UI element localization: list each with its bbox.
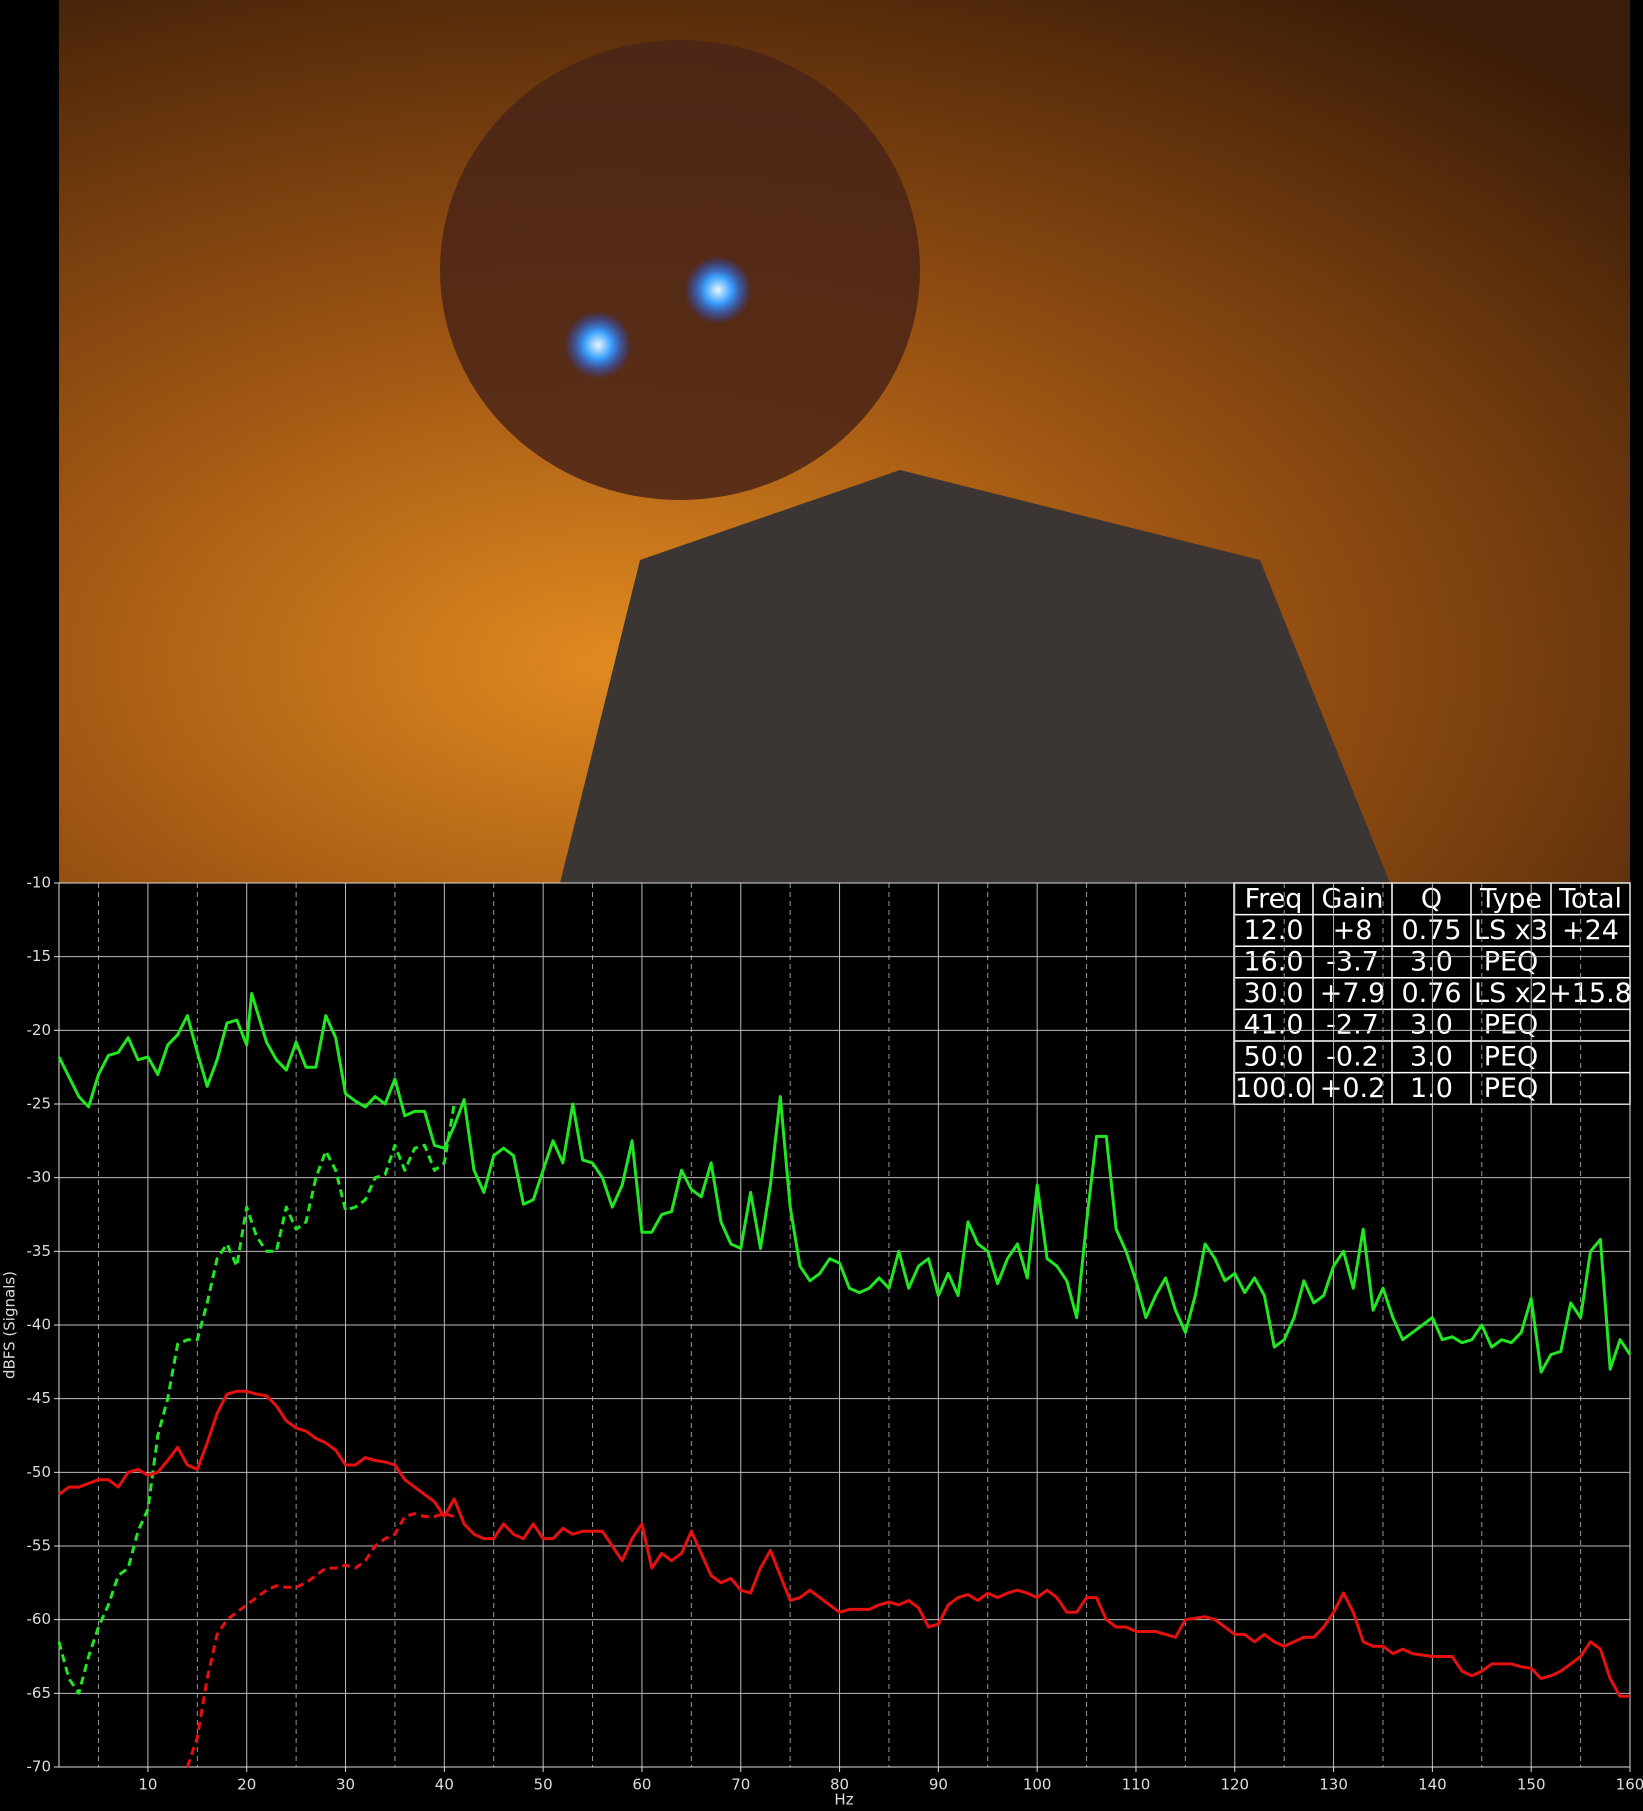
x-tick-label: 70: [731, 1776, 750, 1794]
table-cell: 3.0: [1410, 1041, 1453, 1072]
series-line: [57, 992, 1632, 1374]
y-tick-label: -60: [27, 1610, 52, 1628]
table-cell: -0.2: [1326, 1041, 1379, 1072]
table-cell: -2.7: [1326, 1010, 1379, 1041]
y-tick-label: -70: [27, 1758, 52, 1776]
table-cell: 30.0: [1243, 978, 1303, 1009]
y-tick-label: -40: [27, 1316, 52, 1334]
table-cell: 0.76: [1401, 978, 1461, 1009]
x-tick-label: 120: [1220, 1776, 1249, 1794]
eq-table: Freq Gain Q Type Total 12.0 +8 0.75 LS x3 +24 16.0…: [1233, 882, 1632, 1105]
y-tick-label: -25: [27, 1095, 52, 1113]
table-cell: 50.0: [1243, 1041, 1303, 1072]
x-tick-label: 100: [1023, 1776, 1052, 1794]
table-cell: 3.0: [1410, 1010, 1453, 1041]
y-tick-label: -45: [27, 1389, 52, 1407]
series-line: [185, 1512, 455, 1768]
table-cell: +8: [1333, 915, 1373, 946]
x-tick-label: 130: [1319, 1776, 1348, 1794]
x-tick-label: 60: [632, 1776, 651, 1794]
table-cell: +7.9: [1320, 978, 1386, 1009]
table-cell: 100.0: [1235, 1073, 1312, 1104]
table-cell: LS x3: [1474, 915, 1548, 946]
y-tick-label: -55: [27, 1537, 52, 1555]
table-cell: 0.75: [1401, 915, 1461, 946]
table-header: Q: [1421, 883, 1442, 914]
table-cell: PEQ: [1484, 1010, 1539, 1041]
table-cell: 3.0: [1410, 947, 1453, 978]
table-cell: -3.7: [1326, 947, 1379, 978]
x-tick-label: 150: [1517, 1776, 1546, 1794]
table-cell: 16.0: [1243, 947, 1303, 978]
photo: [59, 0, 1630, 883]
y-tick-label: -50: [27, 1463, 52, 1481]
y-tick-label: -15: [27, 947, 52, 965]
table-cell: 12.0: [1243, 915, 1303, 946]
x-axis-label: Hz: [834, 1791, 853, 1809]
x-tick-label: 10: [138, 1776, 157, 1794]
table-cell: LS x2: [1474, 978, 1548, 1009]
table-cell: 1.0: [1410, 1073, 1453, 1104]
table-cell: 41.0: [1243, 1010, 1303, 1041]
x-tick-label: 110: [1122, 1776, 1151, 1794]
table-cell: PEQ: [1484, 1073, 1539, 1104]
x-tick-label: 140: [1418, 1776, 1447, 1794]
table-header: Type: [1479, 883, 1542, 914]
y-tick-label: -30: [27, 1168, 52, 1186]
series-line: [58, 1389, 1630, 1698]
y-tick-label: -65: [27, 1684, 52, 1702]
x-tick-label: 50: [534, 1776, 553, 1794]
y-tick-label: -10: [27, 874, 52, 892]
table-cell: +0.2: [1320, 1073, 1386, 1104]
series-line: [57, 1103, 456, 1695]
x-tick-label: 40: [435, 1776, 454, 1794]
x-tick-label: 20: [237, 1776, 256, 1794]
table-cell: +15.8: [1549, 978, 1632, 1009]
table-header: Gain: [1321, 883, 1383, 914]
plot-frame: [58, 882, 1631, 1768]
table-header: Freq: [1245, 883, 1303, 914]
table-cell: PEQ: [1484, 947, 1539, 978]
table-cell: PEQ: [1484, 1041, 1539, 1072]
x-tick-label: 30: [336, 1776, 355, 1794]
table-cell: +24: [1562, 915, 1619, 946]
x-tick-label: 80: [830, 1776, 849, 1794]
y-tick-label: -35: [27, 1242, 52, 1260]
y-axis-label: dBFS (Signals): [1, 1271, 19, 1379]
x-tick-label: 90: [929, 1776, 948, 1794]
table-header: Total: [1558, 883, 1622, 914]
y-tick-label: -20: [27, 1021, 52, 1039]
x-tick-label: 160: [1616, 1776, 1643, 1794]
